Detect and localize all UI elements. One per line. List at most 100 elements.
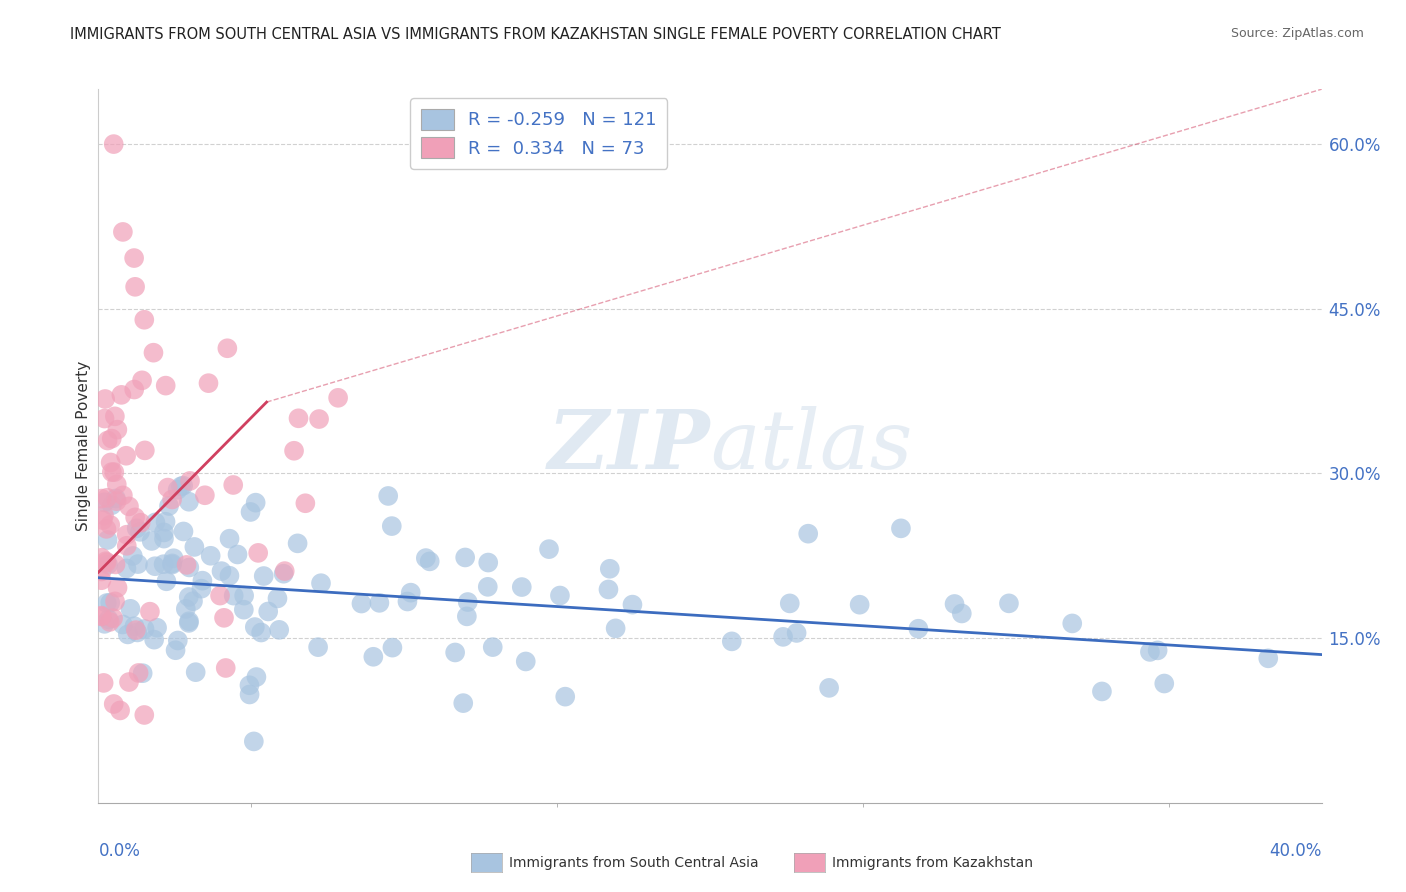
Point [104,558,127,572]
Point [118,675,141,690]
Point [720,634,742,648]
Point [127,625,149,640]
Point [233,589,256,603]
Point [146,621,169,635]
Point [172,478,194,492]
Point [537,542,560,557]
Point [122,251,145,265]
Point [1139,645,1161,659]
Point [107,581,129,595]
Point [232,602,254,616]
Point [548,589,571,603]
Point [245,496,267,510]
Point [605,621,627,635]
Point [307,640,329,655]
Point [129,516,152,530]
Point [772,630,794,644]
Point [153,525,176,540]
Point [477,556,499,570]
Point [162,551,184,566]
Point [554,690,576,704]
Point [350,597,373,611]
Point [117,627,139,641]
Point [104,409,127,424]
Point [274,564,297,578]
Point [90,491,112,506]
Point [134,622,156,636]
Point [191,574,214,588]
Point [283,443,305,458]
Point [108,703,131,717]
Point [120,602,142,616]
Text: Immigrants from South Central Asia: Immigrants from South Central Asia [509,855,759,870]
Point [257,604,280,618]
Point [143,559,166,574]
Point [129,524,152,539]
Point [797,526,820,541]
Point [456,609,478,624]
Point [177,614,200,628]
Point [172,524,194,539]
Point [200,549,222,563]
Point [217,341,239,355]
Point [103,465,125,479]
Point [454,550,477,565]
Point [245,670,267,684]
Point [287,411,309,425]
Point [127,557,149,571]
Point [93,616,115,631]
Point [176,558,198,572]
Point [153,532,176,546]
Point [115,561,138,575]
Point [125,623,148,637]
Text: IMMIGRANTS FROM SOUTH CENTRAL ASIA VS IMMIGRANTS FROM KAZAKHSTAN SINGLE FEMALE P: IMMIGRANTS FROM SOUTH CENTRAL ASIA VS IM… [70,27,1001,42]
Point [97,612,120,626]
Point [222,478,245,492]
Text: 40.0%: 40.0% [1270,842,1322,860]
Point [160,557,183,571]
Point [177,494,200,508]
Point [155,378,177,392]
Point [786,626,808,640]
Point [1257,651,1279,665]
Y-axis label: Single Female Poverty: Single Female Poverty [76,361,91,531]
Point [115,527,138,541]
Point [266,591,288,606]
Point [177,615,200,630]
Point [98,615,121,629]
Point [100,455,122,469]
Point [253,569,276,583]
Point [181,594,204,608]
Point [481,640,503,654]
Point [134,312,156,326]
Point [177,590,200,604]
Point [155,574,177,589]
Point [96,522,118,536]
Point [183,540,205,554]
Point [101,465,124,479]
Point [124,619,146,633]
Point [477,580,499,594]
Point [90,565,112,579]
Point [156,481,179,495]
Point [599,562,621,576]
Point [139,605,162,619]
Point [998,596,1021,610]
Point [170,479,193,493]
Point [125,521,148,535]
Point [415,551,437,566]
Point [103,137,125,152]
Point [105,423,128,437]
Point [269,623,291,637]
Point [100,498,122,512]
Point [97,533,120,547]
Point [239,505,262,519]
Point [104,491,127,506]
Legend: R = -0.259   N = 121, R =  0.334   N = 73: R = -0.259 N = 121, R = 0.334 N = 73 [411,98,668,169]
Point [209,589,232,603]
Point [184,665,207,680]
Point [243,620,266,634]
Point [105,494,128,508]
Point [239,688,262,702]
Point [174,602,197,616]
